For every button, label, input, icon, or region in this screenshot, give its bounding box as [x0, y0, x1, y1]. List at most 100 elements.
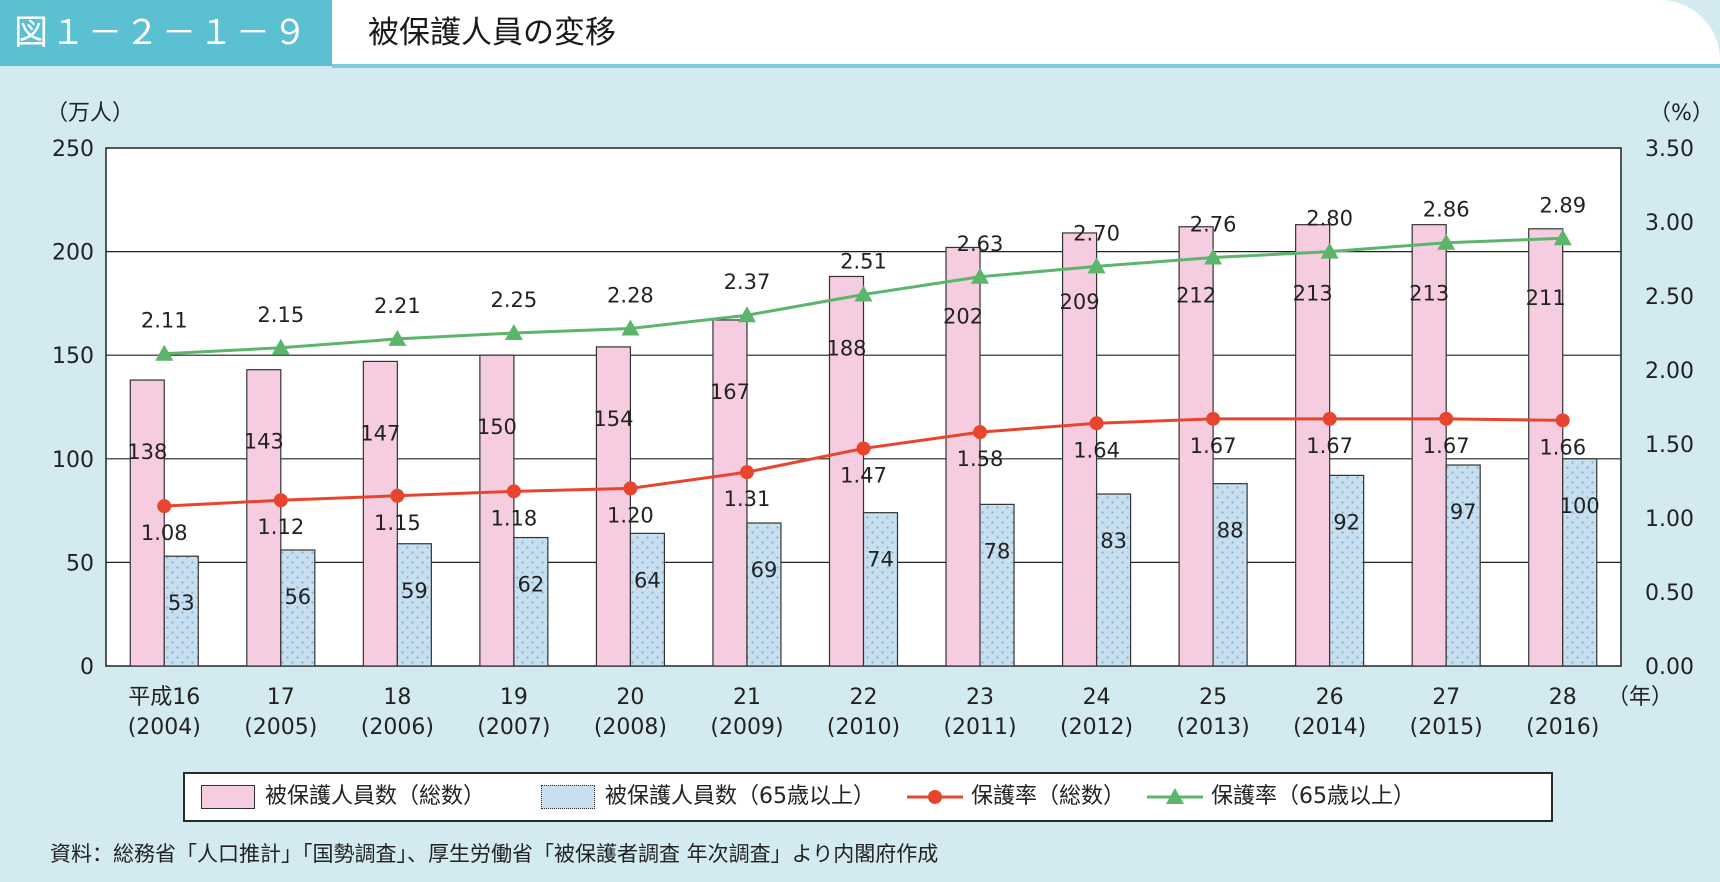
marker-rate-elderly	[1553, 229, 1572, 246]
data-label-rate-elderly: 2.63	[957, 232, 1004, 256]
bar-elderly	[862, 512, 899, 667]
data-label-rate-elderly: 2.21	[374, 294, 421, 318]
bar-total	[479, 354, 515, 667]
marker-rate-elderly	[1087, 257, 1106, 274]
marker-rate-elderly	[1320, 242, 1339, 259]
bar-elderly	[280, 549, 316, 667]
x-tick-label-western: (2004)	[128, 715, 201, 740]
marker-rate-total	[739, 465, 754, 480]
x-tick-label-western: (2011)	[943, 715, 1016, 740]
marker-rate-elderly	[854, 285, 873, 302]
right-tick-label: 0.50	[1645, 581, 1694, 606]
data-label-elderly: 97	[1450, 500, 1477, 524]
marker-rate-total	[1555, 413, 1570, 428]
data-label-total: 211	[1526, 286, 1566, 310]
x-tick-label-year: 22	[850, 685, 878, 710]
bar-total	[1178, 226, 1214, 667]
x-tick-label-year: 18	[383, 685, 411, 710]
data-label-total: 167	[710, 380, 750, 404]
data-label-total: 212	[1176, 284, 1216, 308]
bar-total	[712, 319, 748, 667]
data-label-rate-total: 1.20	[607, 503, 654, 527]
left-axis-unit: （万人）	[46, 101, 134, 126]
x-tick-label-year: 25	[1199, 685, 1227, 710]
data-label-rate-total: 1.67	[1190, 434, 1237, 458]
data-label-elderly: 64	[634, 568, 661, 592]
x-tick-label-western: (2006)	[361, 715, 434, 740]
x-tick-label-western: (2014)	[1293, 715, 1366, 740]
left-tick-label: 150	[52, 344, 94, 369]
marker-rate-elderly	[737, 306, 756, 323]
marker-rate-total	[856, 441, 871, 456]
left-tick-label: 200	[52, 241, 94, 266]
marker-rate-total	[1322, 411, 1337, 426]
x-tick-label-western: (2016)	[1526, 715, 1599, 740]
data-label-rate-elderly: 2.37	[724, 270, 771, 294]
data-label-rate-elderly: 2.89	[1539, 193, 1586, 217]
bar-elderly	[1445, 464, 1481, 667]
left-tick-label: 0	[80, 655, 94, 680]
header-strip	[332, 0, 1720, 66]
data-label-elderly: 78	[984, 539, 1011, 563]
data-label-rate-elderly: 2.80	[1306, 207, 1353, 231]
figure-title: 被保護人員の変移	[368, 15, 616, 51]
right-tick-label: 3.00	[1645, 211, 1694, 236]
x-tick-label-year: 平成16	[128, 685, 200, 710]
data-label-total: 188	[826, 336, 866, 360]
data-label-elderly: 88	[1217, 519, 1244, 543]
data-label-elderly: 69	[751, 558, 778, 582]
data-label-total: 213	[1409, 282, 1449, 306]
marker-rate-elderly	[155, 344, 174, 361]
data-label-rate-total: 1.67	[1306, 434, 1353, 458]
data-label-elderly: 83	[1100, 529, 1127, 553]
marker-rate-elderly	[1437, 233, 1456, 250]
data-label-total: 147	[360, 421, 400, 445]
marker-rate-total	[623, 481, 638, 496]
marker-rate-total	[973, 425, 988, 440]
marker-rate-elderly	[971, 267, 990, 284]
marker-rate-elderly	[388, 329, 407, 346]
x-tick-label-year: 21	[733, 685, 761, 710]
x-tick-label-western: (2005)	[244, 715, 317, 740]
data-label-rate-elderly: 2.76	[1190, 213, 1237, 237]
legend-line-circle-icon	[907, 790, 963, 804]
data-label-rate-total: 1.64	[1073, 438, 1120, 462]
right-tick-label: 3.50	[1645, 137, 1694, 162]
marker-rate-elderly	[271, 338, 290, 355]
marker-rate-total	[390, 488, 405, 503]
right-tick-label: 1.00	[1645, 507, 1694, 532]
data-label-rate-elderly: 2.25	[491, 288, 538, 312]
data-label-rate-total: 1.15	[374, 511, 421, 535]
x-tick-label-year: 28	[1549, 685, 1577, 710]
data-label-rate-elderly: 2.70	[1073, 221, 1120, 245]
right-tick-label: 1.50	[1645, 433, 1694, 458]
figure-header: 図１－２－１－９ 被保護人員の変移	[0, 0, 1720, 68]
header-underline	[332, 64, 1720, 68]
data-labels: 138 143 147 150 154 167 188 202 209 212 213 213 211 5…	[127, 193, 1600, 615]
x-tick-label-year: 17	[267, 685, 295, 710]
data-label-rate-elderly: 2.86	[1423, 198, 1470, 222]
legend-label-total-rate: 保護率（総数）	[971, 784, 1126, 809]
figure-number-badge: 図１－２－１－９	[0, 0, 332, 66]
left-tick-label: 100	[52, 448, 94, 473]
axes: 0 50 100 150 200 250 0.00 0.50 1.00 1.50 2.00 2.50 3…	[46, 101, 1714, 740]
bar-elderly	[163, 555, 199, 667]
data-label-elderly: 53	[168, 591, 195, 615]
data-label-total: 138	[127, 440, 167, 464]
bar-total	[1411, 224, 1447, 667]
data-label-elderly: 62	[518, 573, 545, 597]
x-tick-label-western: (2008)	[594, 715, 667, 740]
data-label-total: 213	[1293, 282, 1333, 306]
marker-rate-elderly	[621, 319, 640, 336]
x-tick-label-western: (2013)	[1177, 715, 1250, 740]
right-tick-label: 2.50	[1645, 285, 1694, 310]
bar-elderly	[396, 543, 432, 667]
marker-rate-elderly	[1204, 248, 1223, 265]
x-tick-label-year: 23	[966, 685, 994, 710]
x-axis-unit: （年）	[1607, 685, 1673, 710]
bar-elderly	[979, 503, 1015, 667]
chart-legend: 被保護人員数（総数） 被保護人員数（65歳以上） 保護率（総数） 保護率（65歳…	[183, 772, 1553, 822]
legend-label-total-recipients: 被保護人員数（総数）	[265, 784, 486, 809]
data-label-rate-total: 1.66	[1539, 435, 1586, 459]
